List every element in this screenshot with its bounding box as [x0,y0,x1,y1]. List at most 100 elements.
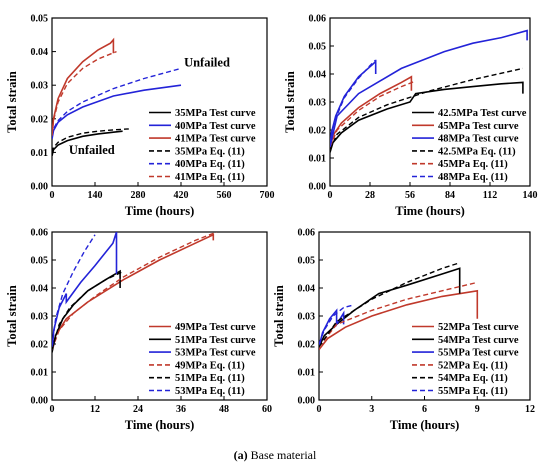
legend-label: 42.5MPa Eq. (11) [438,146,516,157]
legend-label: 35MPa Eq. (11) [175,146,245,157]
y-tick-label: 0.02 [31,114,49,125]
y-axis-label: Total strain [283,71,297,133]
x-tick-label: 36 [176,404,186,415]
annotation: Unfailed [184,56,230,70]
plot-frame [51,17,268,187]
caption-text: Base material [250,448,317,462]
y-tick-label: 0.06 [298,228,316,239]
x-tick-label: 280 [131,190,146,201]
legend-label: 41MPa Eq. (11) [175,172,245,183]
y-tick-label: 0.01 [309,154,327,165]
legend-label: 35MPa Test curve [175,108,256,119]
y-tick-label: 0.03 [31,312,49,323]
y-tick-label: 0.04 [31,47,49,58]
series-line-4 [319,281,478,348]
x-tick-label: 700 [260,190,275,201]
series-line-2 [52,269,121,353]
x-tick-label: 12 [90,404,100,415]
series-line-1 [330,81,524,153]
series-line-3 [52,232,118,350]
y-tick-label: 0.03 [298,312,316,323]
y-tick-label: 0.05 [31,256,49,267]
x-axis-label: Time (hours) [125,204,195,218]
series-line-1 [319,289,479,351]
legend-label: 45MPa Eq. (11) [438,159,508,170]
x-tick-label: 56 [405,190,415,201]
legend-label: 52MPa Test curve [438,322,519,333]
series-line-6 [319,304,355,345]
legend-label: 54MPa Test curve [438,335,519,346]
series-line-1 [52,130,123,156]
chart-panel-3: 0 12 24 36 48 60 0.00 0.01 0.02 0.03 0.04 0.05 0.06 T… [5,228,272,433]
x-tick-label: 3 [369,404,374,415]
x-tick-label: 84 [445,190,455,201]
y-tick-label: 0.01 [298,368,316,379]
x-tick-label: 140 [523,190,538,201]
x-tick-label: 6 [422,404,427,415]
y-axis-label: Total strain [5,285,19,347]
legend-label: 42.5MPa Test curve [438,108,527,119]
legend-label: 51MPa Test curve [175,335,256,346]
y-axis-label: Total strain [272,285,286,347]
series-line-4 [52,232,218,350]
y-tick-label: 0.00 [31,182,49,193]
x-tick-label: 560 [217,190,232,201]
y-tick-label: 0.02 [298,340,316,351]
x-tick-label: 0 [328,190,333,201]
legend-label: 48MPa Eq. (11) [438,172,508,183]
legend-label: 49MPa Test curve [175,322,256,333]
x-tick-label: 9 [475,404,480,415]
y-tick-label: 0.06 [31,228,49,239]
series-line-2 [319,267,461,348]
y-tick-label: 0.05 [298,256,316,267]
y-tick-label: 0.04 [309,70,327,81]
legend-label: 53MPa Eq. (11) [175,386,245,397]
series-line-4 [330,67,524,150]
legend-label: 52MPa Eq. (11) [438,360,508,371]
x-tick-label: 12 [525,404,535,415]
y-tick-label: 0.00 [298,396,316,407]
y-tick-label: 0.06 [309,14,327,25]
x-tick-label: 140 [88,190,103,201]
y-axis-label: Total strain [5,71,19,133]
x-tick-label: 0 [50,404,55,415]
x-axis-label: Time (hours) [395,204,465,218]
legend-label: 55MPa Test curve [438,348,519,359]
legend-label: 55MPa Eq. (11) [438,386,508,397]
series-line-5 [319,262,460,348]
y-tick-label: 0.01 [31,368,49,379]
y-tick-label: 0.02 [309,126,327,137]
series-line-5 [52,270,124,350]
y-tick-label: 0.05 [31,14,49,25]
y-tick-label: 0.04 [298,284,316,295]
x-tick-label: 28 [365,190,375,201]
y-tick-label: 0.01 [31,148,49,159]
series-line-6 [330,59,377,145]
x-axis-label: Time (hours) [125,418,195,432]
y-tick-label: 0.03 [31,81,49,92]
legend-label: 51MPa Eq. (11) [175,373,245,384]
y-tick-label: 0.05 [309,42,327,53]
y-tick-label: 0.00 [309,182,327,193]
legend-label: 41MPa Test curve [175,134,256,145]
series-line-3 [52,37,115,136]
y-tick-label: 0.00 [31,396,49,407]
legend-label: 53MPa Test curve [175,348,256,359]
x-axis-label: Time (hours) [390,418,460,432]
y-tick-label: 0.02 [31,340,49,351]
figure-caption: (a) Base material [0,448,550,463]
series-line-6 [52,50,117,136]
chart-panel-1: 0 140 280 420 560 700 0.00 0.01 0.02 0.03 0.04 0.05… [5,14,275,219]
annotation: Unfailed [69,143,115,157]
x-tick-label: 0 [317,404,322,415]
series-line-2 [330,75,413,150]
series-line-3 [330,59,377,147]
series-line-2 [52,84,182,140]
series-line-4 [52,128,129,153]
series-line-6 [52,234,96,347]
legend-label: 48MPa Test curve [438,134,519,145]
caption-tag: (a) [233,448,248,462]
legend-label: 45MPa Test curve [438,121,519,132]
series-line-7 [330,29,528,147]
